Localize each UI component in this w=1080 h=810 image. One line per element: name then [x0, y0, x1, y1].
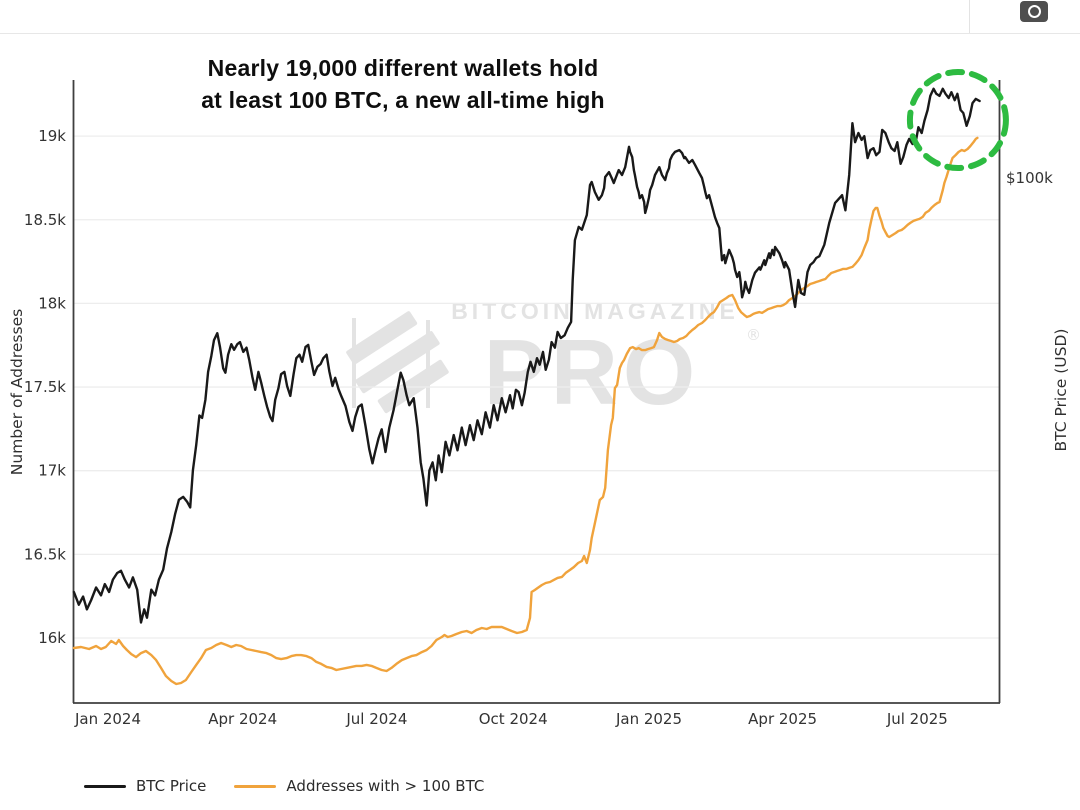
chart-title-line1: Nearly 19,000 different wallets hold — [207, 55, 599, 81]
left-axis-tick: 18k — [38, 294, 66, 312]
left-axis-tick: 16k — [38, 629, 66, 647]
gridlines — [74, 135, 999, 639]
toolbar-divider — [969, 0, 970, 33]
watermark-registered-icon: ® — [746, 326, 761, 344]
x-axis-tick: Apr 2025 — [748, 710, 817, 728]
bitcoin-magazine-pro-watermark: BITCOIN MAGAZINE PRO ® — [346, 298, 761, 424]
all-time-high-annotation-circle — [906, 69, 1009, 171]
watermark-brand-text: BITCOIN MAGAZINE — [451, 298, 739, 324]
axes — [72, 80, 1001, 704]
chart-title: Nearly 19,000 different wallets hold at … — [153, 52, 653, 116]
btc-price-line-swatch — [84, 784, 126, 788]
x-axis-tick-labels: Jan 2024 Apr 2024 Jul 2024 Oct 2024 Jan 2025… — [74, 710, 948, 728]
addresses-line-swatch — [234, 784, 277, 788]
x-axis-tick: Jul 2025 — [886, 710, 948, 728]
x-axis-tick: Jan 2024 — [74, 710, 141, 728]
toolbar — [0, 0, 1080, 34]
watermark-logo-bars — [346, 311, 449, 414]
x-axis-tick: Jul 2024 — [345, 710, 407, 728]
legend: BTC Price Addresses with > 100 BTC — [84, 777, 512, 795]
left-axis-title: Number of Addresses — [8, 309, 26, 475]
legend-item-addresses: Addresses with > 100 BTC — [234, 777, 484, 795]
left-axis-tick: 16.5k — [24, 545, 66, 563]
btc-price-series-line — [72, 87, 981, 624]
x-axis-tick: Apr 2024 — [208, 710, 277, 728]
left-axis-tick: 19k — [38, 127, 66, 145]
legend-label-btc-price: BTC Price — [136, 777, 207, 795]
right-axis-tick-100k: $100k — [1006, 169, 1053, 187]
left-axis-tick: 18.5k — [24, 211, 66, 229]
x-axis-tick: Oct 2024 — [479, 710, 548, 728]
addresses-series-line — [72, 136, 979, 686]
legend-label-addresses: Addresses with > 100 BTC — [286, 777, 485, 795]
camera-icon — [1027, 5, 1041, 18]
watermark-candle-wick — [426, 320, 430, 408]
left-axis-tick-labels: 19k 18.5k 18k 17.5k 17k 16.5k 16k — [24, 127, 66, 647]
x-axis-tick: Jan 2025 — [615, 710, 682, 728]
legend-item-btc-price: BTC Price — [84, 777, 206, 795]
chart-title-line2: at least 100 BTC, a new all-time high — [201, 87, 605, 113]
left-axis-tick: 17.5k — [24, 378, 66, 396]
watermark-pro-text: PRO — [484, 320, 701, 424]
right-axis-title: BTC Price (USD) — [1052, 329, 1070, 452]
screenshot-camera-button[interactable] — [1020, 1, 1048, 22]
left-axis-tick: 17k — [38, 462, 66, 480]
